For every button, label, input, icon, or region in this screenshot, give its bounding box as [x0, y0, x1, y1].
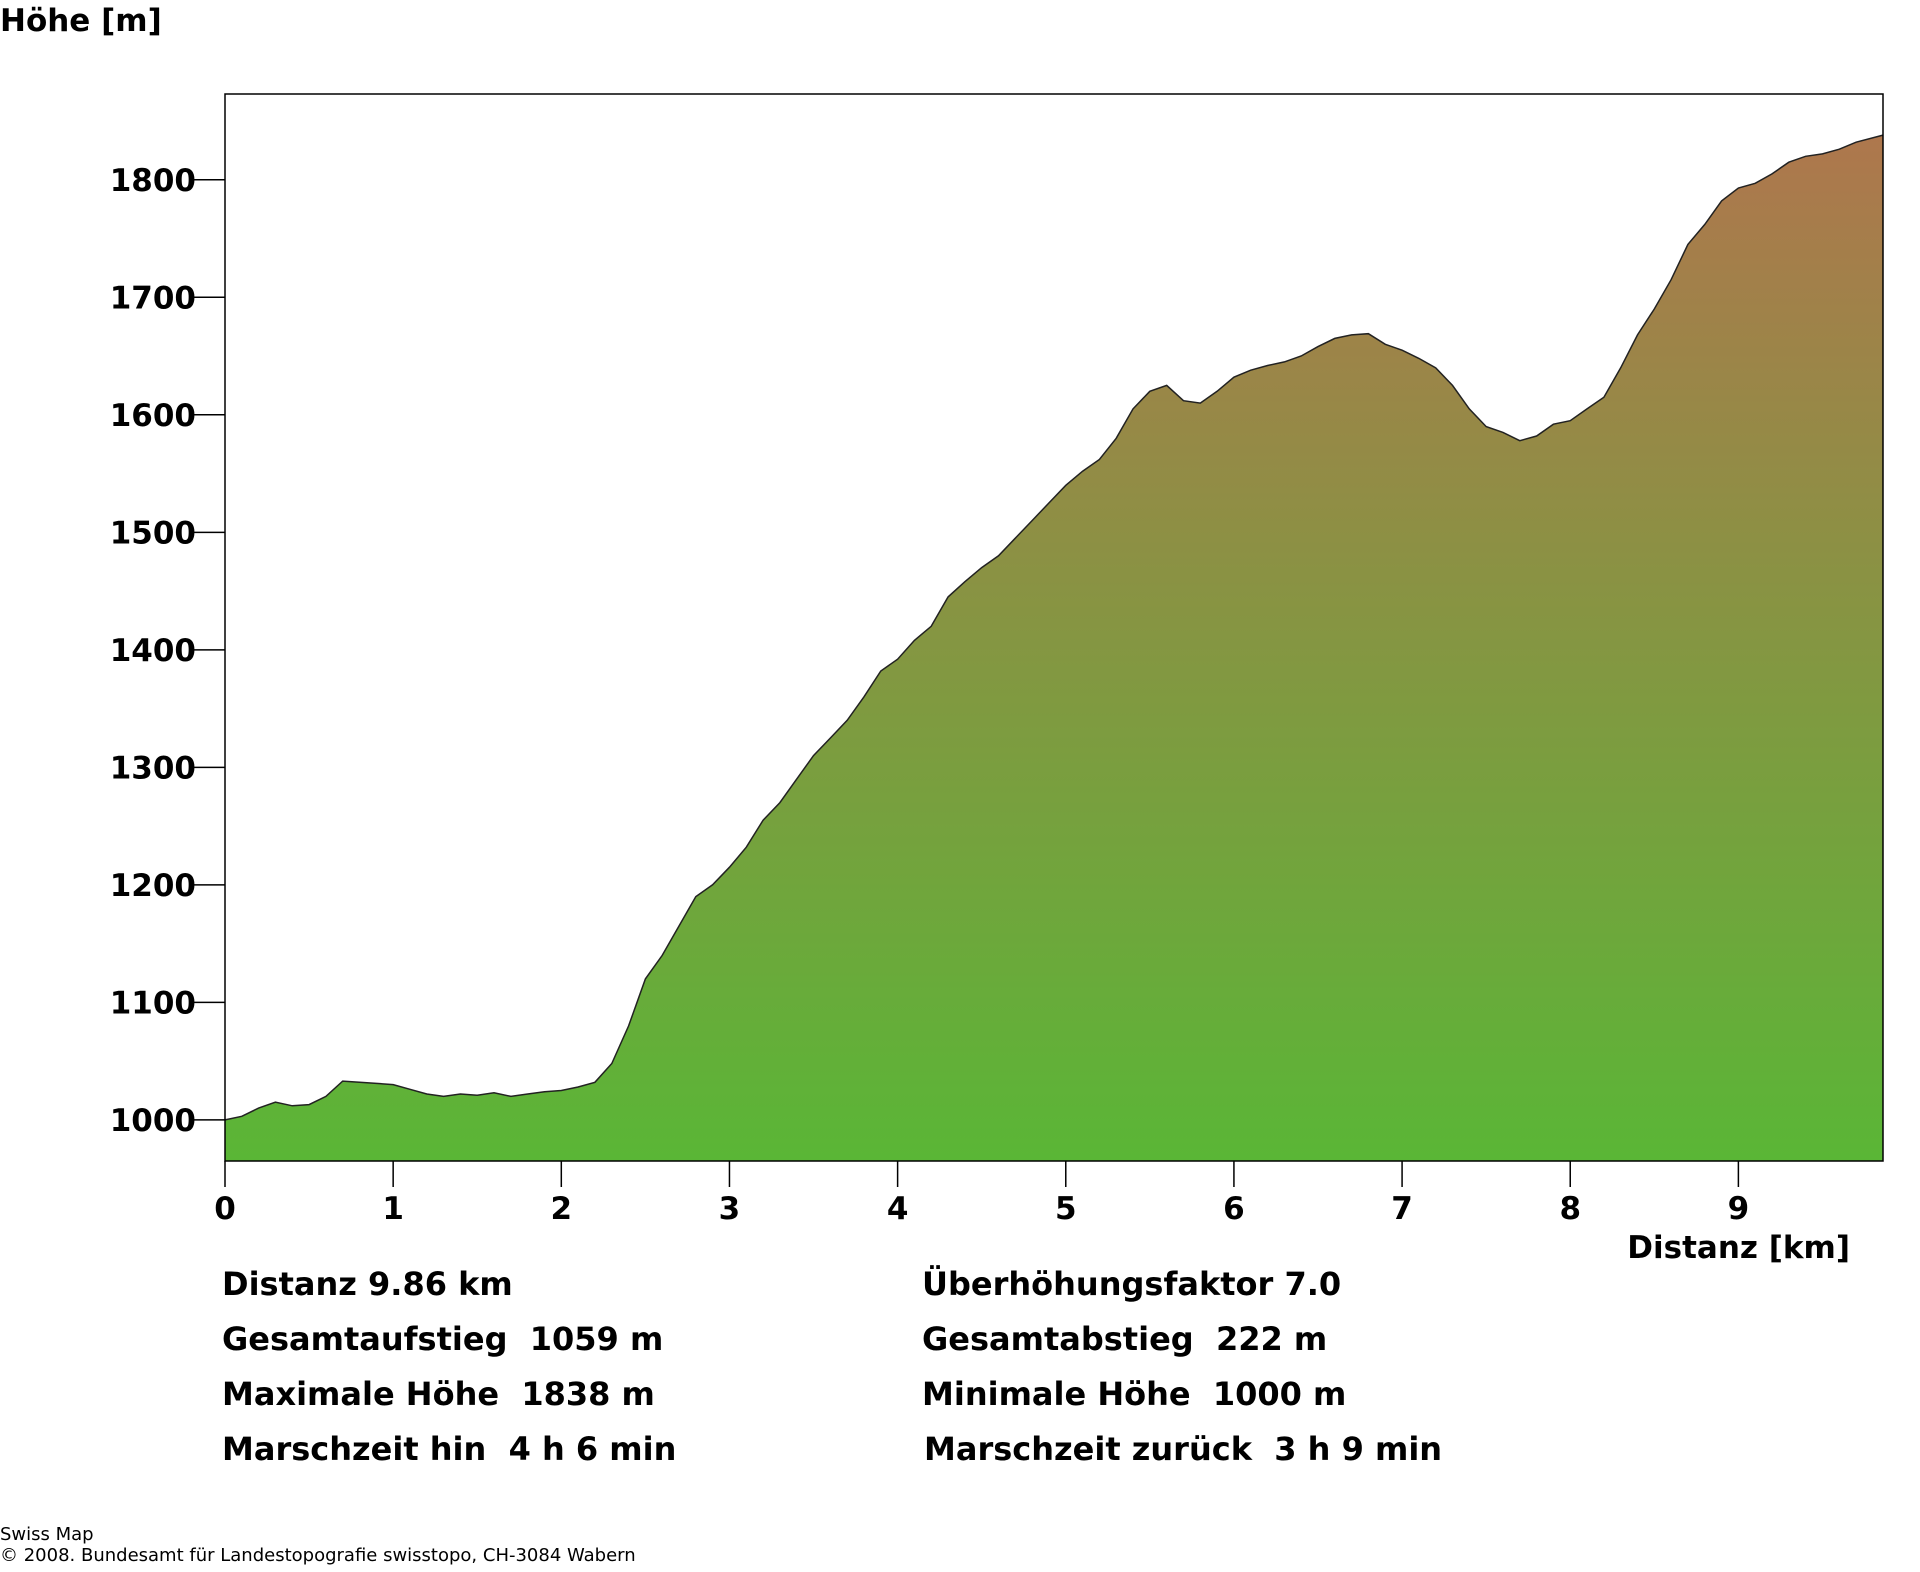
- y-tick-label: 1400: [110, 633, 196, 669]
- stat-exaggeration-factor: Überhöhungsfaktor 7.0: [922, 1265, 1342, 1303]
- y-tick-label: 1700: [110, 280, 196, 316]
- y-tick-label: 1800: [110, 163, 196, 199]
- x-tick-label: 3: [719, 1191, 741, 1227]
- x-tick-label: 5: [1055, 1191, 1077, 1227]
- stat-min-height: Minimale Höhe 1000 m: [922, 1375, 1347, 1413]
- footer-product-name: Swiss Map: [0, 1524, 94, 1545]
- x-tick-label: 4: [887, 1191, 909, 1227]
- x-tick-label: 6: [1223, 1191, 1245, 1227]
- x-tick-label: 7: [1391, 1191, 1413, 1227]
- elevation-area: [225, 135, 1883, 1162]
- plot-frame: [224, 93, 1884, 1162]
- y-tick-label: 1600: [110, 398, 196, 434]
- stat-max-height: Maximale Höhe 1838 m: [222, 1375, 655, 1413]
- stat-walking-time-out: Marschzeit hin 4 h 6 min: [222, 1430, 677, 1468]
- x-tick-label: 8: [1559, 1191, 1581, 1227]
- y-tick-label: 1000: [110, 1103, 196, 1139]
- y-tick-label: 1300: [110, 750, 196, 786]
- stat-total-ascent: Gesamtaufstieg 1059 m: [222, 1320, 664, 1358]
- y-tick-label: 1200: [110, 868, 196, 904]
- x-tick-label: 0: [214, 1191, 236, 1227]
- stat-total-descent: Gesamtabstieg 222 m: [922, 1320, 1328, 1358]
- stat-walking-time-back: Marschzeit zurück 3 h 9 min: [924, 1430, 1443, 1468]
- x-tick-label: 1: [382, 1191, 404, 1227]
- x-axis-title: Distanz [km]: [1627, 1230, 1850, 1266]
- y-tick-label: 1500: [110, 515, 196, 551]
- stat-distance: Distanz 9.86 km: [222, 1265, 513, 1303]
- x-tick-label: 9: [1728, 1191, 1750, 1227]
- y-tick-label: 1100: [110, 985, 196, 1021]
- elevation-outline: [224, 134, 1884, 1121]
- y-axis-title: Höhe [m]: [0, 3, 162, 39]
- footer-copyright: © 2008. Bundesamt für Landestopografie s…: [0, 1545, 636, 1566]
- x-tick-label: 2: [551, 1191, 573, 1227]
